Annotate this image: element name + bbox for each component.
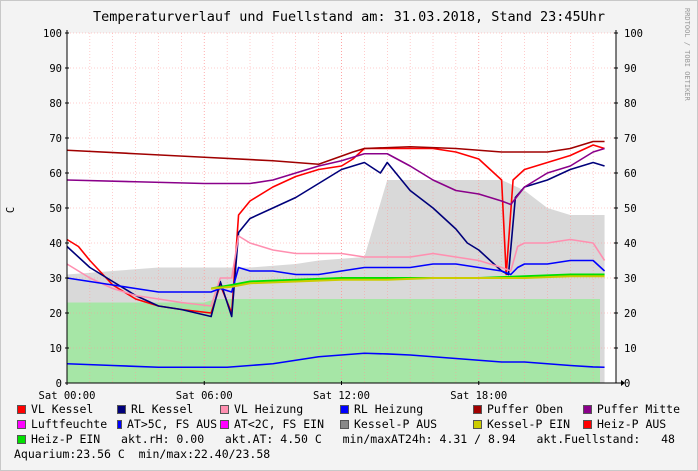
legend-row-4: Aquarium:23.56 C min/max:22.40/23.58 — [14, 447, 694, 462]
legend-item-puffer-mitte: Puffer Mitte — [580, 402, 680, 417]
legend-item-at-2c-fs-ein: AT<2C, FS EIN — [217, 417, 337, 432]
y-tick-label-right: 20 — [624, 308, 637, 320]
series-layer — [66, 140, 606, 369]
legend-label: RL Heizung — [354, 402, 424, 416]
series-line-rl-heizung — [66, 259, 606, 293]
y-tick-label: 40 — [49, 238, 62, 250]
y-tick-label-right: 40 — [624, 238, 637, 250]
x-axis-arrow — [621, 380, 625, 386]
legend-item-heiz-p-ein: Heiz-P EIN — [14, 432, 100, 447]
legend-item-kessel-p-aus: Kessel-P AUS — [337, 417, 470, 432]
legend: VL Kessel RL Kessel VL Heizung RL Heizung Pu… — [14, 402, 694, 462]
legend-swatch — [17, 420, 26, 429]
side-watermark: RRDTOOL / TOBI OETIKER — [683, 8, 691, 102]
y-tick-label: 60 — [49, 168, 62, 180]
legend-label: VL Kessel — [31, 402, 94, 416]
legend-swatch — [17, 405, 26, 414]
legend-label: AT>5C, FS AUS — [126, 417, 217, 431]
y-tick-label-right: 80 — [624, 98, 637, 110]
x-tick-label: Sat 06:00 — [176, 390, 233, 400]
y-tick-label-right: 10 — [624, 343, 637, 355]
y-tick-label: 50 — [49, 203, 62, 215]
legend-swatch — [117, 405, 126, 414]
legend-item-rl-heizung: RL Heizung — [337, 402, 470, 417]
legend-label: VL Heizung — [234, 402, 304, 416]
legend-swatch — [340, 405, 349, 414]
y-tick-label: 30 — [49, 273, 62, 285]
y-tick-label: 10 — [49, 343, 62, 355]
series-line-kessel-p-ein-line — [211, 275, 605, 290]
legend-swatch — [17, 435, 26, 444]
y-tick-label-right: 30 — [624, 273, 637, 285]
y-axis-label: C — [5, 207, 17, 213]
legend-item-rl-kessel: RL Kessel — [114, 402, 217, 417]
legend-swatch — [583, 405, 592, 414]
area-layer — [67, 180, 605, 383]
legend-swatch — [220, 405, 229, 414]
area-heiz-p-ein — [67, 299, 600, 383]
y-tick-label-right: 50 — [624, 203, 637, 215]
y-tick-label-right: 70 — [624, 133, 637, 145]
legend-item-luftfeuchte: Luftfeuchte — [14, 417, 114, 432]
x-tick-label: Sat 00:00 — [39, 390, 96, 400]
y-tick-label-right: 90 — [624, 63, 637, 75]
legend-swatch — [340, 420, 349, 429]
y-tick-label: 20 — [49, 308, 62, 320]
series-line-puffer-oben — [66, 140, 605, 166]
legend-swatch — [473, 405, 482, 414]
legend-label: RL Kessel — [131, 402, 194, 416]
legend-label: AT<2C, FS EIN — [234, 417, 325, 431]
series-line-vl-heizung — [66, 235, 606, 307]
legend-row-2: Luftfeuchte AT>5C, FS AUS AT<2C, FS EIN Kes… — [14, 417, 694, 432]
series-line-puffer-mitte — [66, 147, 605, 206]
legend-swatch — [117, 420, 122, 429]
y-tick-label: 80 — [49, 98, 62, 110]
x-tick-label: Sat 12:00 — [313, 390, 370, 400]
legend-item-kessel-p-ein: Kessel-P EIN — [470, 417, 580, 432]
chart-title: Temperaturverlauf und Fuellstand am: 31.… — [93, 9, 605, 25]
legend-label: Puffer Mitte — [596, 402, 680, 416]
status-values: akt.rH: 0.00 akt.AT: 4.50 C min/maxAT24h… — [121, 432, 675, 446]
chart-canvas: Temperaturverlauf und Fuellstand am: 31.… — [5, 8, 691, 400]
legend-row-3: Heiz-P EIN akt.rH: 0.00 akt.AT: 4.50 C m… — [14, 432, 694, 447]
y-tick-label-right: 100 — [624, 28, 643, 40]
legend-item-heiz-p-aus: Heiz-P AUS — [580, 417, 680, 432]
legend-item-vl-kessel: VL Kessel — [14, 402, 114, 417]
y-tick-label: 90 — [49, 63, 62, 75]
legend-swatch — [583, 420, 592, 429]
legend-item-vl-heizung: VL Heizung — [217, 402, 337, 417]
y-tick-label-right: 60 — [624, 168, 637, 180]
legend-label: Luftfeuchte — [31, 417, 108, 431]
legend-swatch — [220, 420, 229, 429]
legend-label: Heiz-P EIN — [31, 432, 101, 446]
status-readout: akt.rH: 0.00 akt.AT: 4.50 C min/maxAT24h… — [100, 432, 675, 447]
series-line-luftfeuchte — [66, 352, 605, 369]
y-tick-label: 100 — [43, 28, 62, 40]
series-line-heiz-p-ein-line — [210, 273, 605, 290]
aquarium-readout: Aquarium:23.56 C min/max:22.40/23.58 — [14, 447, 271, 461]
legend-label: Kessel-P EIN — [487, 417, 571, 431]
legend-item-puffer-oben: Puffer Oben — [470, 402, 580, 417]
axes-layer: 0 0 10 10 20 20 30 30 40 40 50 50 60 60 70 70 80 80 90 90 10… — [39, 28, 643, 400]
y-tick-label: 0 — [56, 378, 62, 390]
legend-item-at-5c-fs-aus: AT>5C, FS AUS — [114, 417, 217, 432]
legend-label: Puffer Oben — [487, 402, 564, 416]
y-tick-label: 70 — [49, 133, 62, 145]
legend-row-1: VL Kessel RL Kessel VL Heizung RL Heizung Pu… — [14, 402, 694, 417]
legend-swatch — [473, 420, 482, 429]
legend-label: Kessel-P AUS — [354, 417, 438, 431]
x-tick-label: Sat 18:00 — [450, 390, 507, 400]
y-tick-label-right: 0 — [624, 378, 630, 390]
legend-label: Heiz-P AUS — [597, 417, 667, 431]
